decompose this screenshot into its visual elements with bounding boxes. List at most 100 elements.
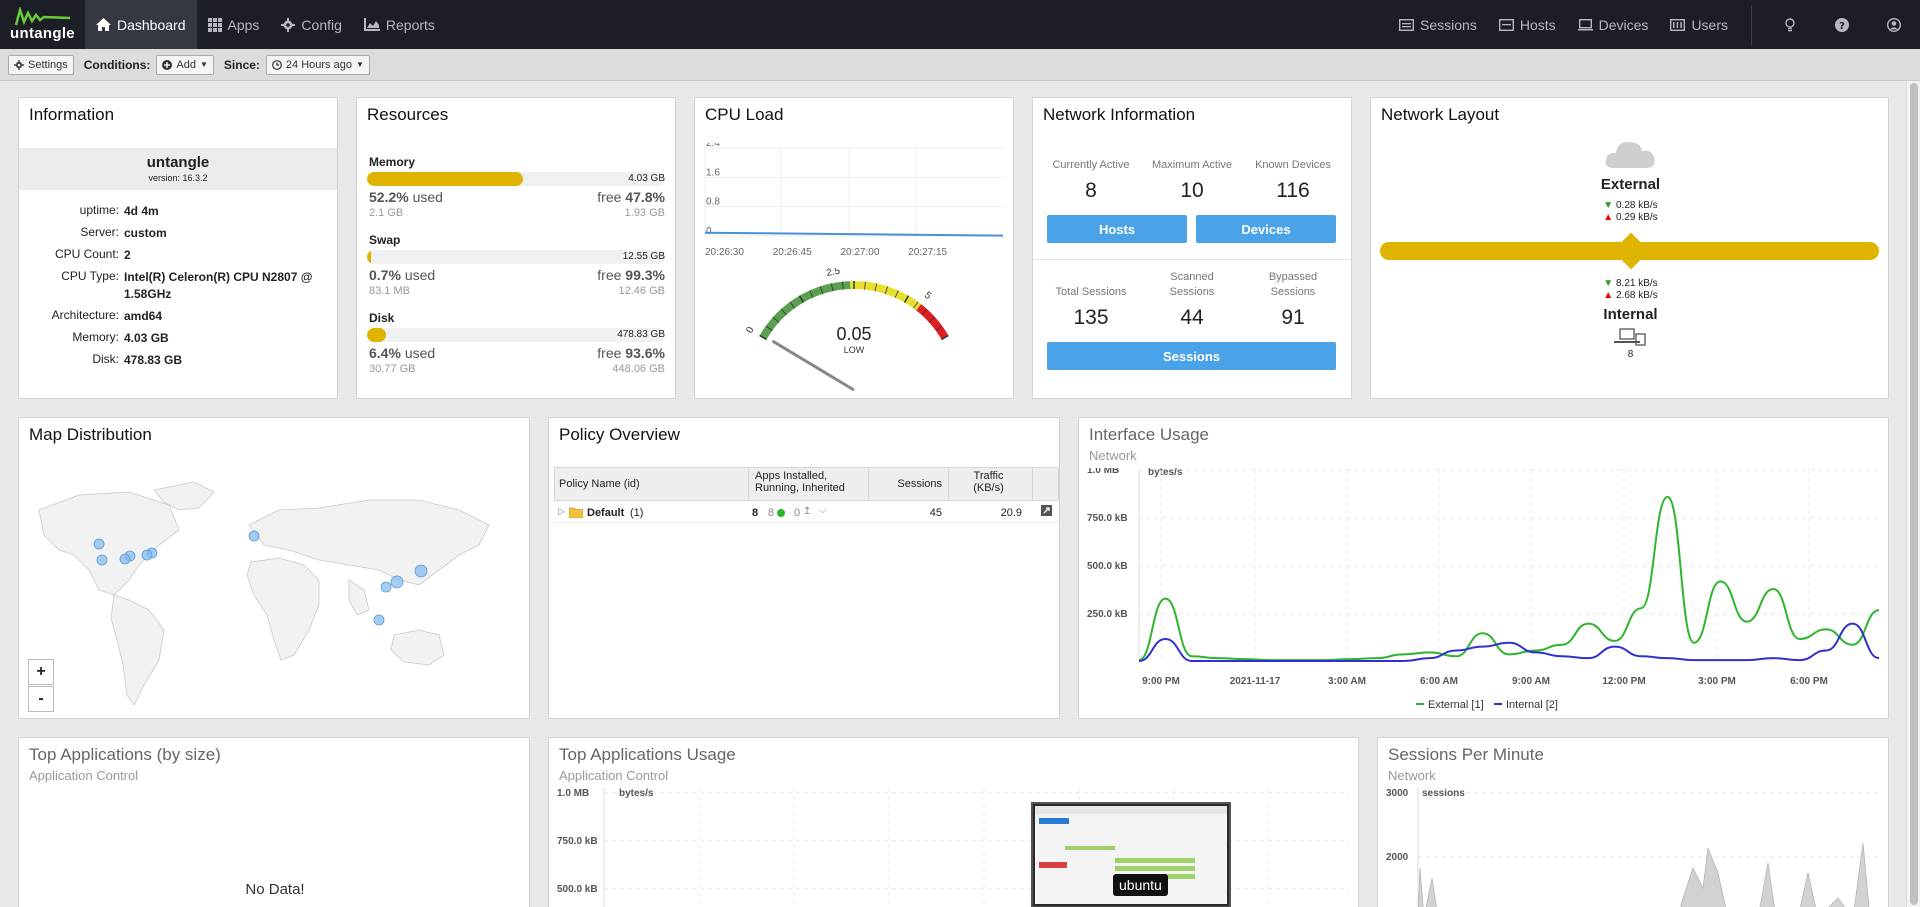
widget-title: Sessions Per Minute bbox=[1388, 745, 1544, 764]
policy-row[interactable]: ▷ Default (1) 8 8 0 ↥ ⌵ 45 20.9 bbox=[554, 503, 1059, 523]
widget-title: Network Layout bbox=[1381, 105, 1500, 124]
widget-title: Top Applications (by size) bbox=[29, 745, 221, 764]
devices-icon bbox=[1577, 18, 1593, 30]
settings-button[interactable]: Settings bbox=[8, 54, 74, 75]
x-tick-label: 20:26:45 bbox=[773, 247, 812, 258]
info-key: Architecture: bbox=[51, 308, 119, 322]
up-arrow-icon: ▲ bbox=[1603, 290, 1614, 301]
down-arrow-icon: ▼ bbox=[1603, 200, 1614, 211]
free-line: free 93.6% bbox=[597, 345, 665, 361]
external-link-icon[interactable] bbox=[1041, 505, 1052, 516]
top-navbar: untangle Dashboard Apps Config Reports S… bbox=[0, 0, 1920, 49]
scrollbar-thumb[interactable] bbox=[1910, 83, 1918, 905]
col-policy-name[interactable]: Policy Name (id) bbox=[555, 468, 749, 500]
users-icon bbox=[1670, 18, 1686, 31]
cpu-load-widget: CPU Load 2.4 1.6 0.8 0 20:26:30 20:26:45 20:27… bbox=[694, 97, 1014, 399]
stat-label: Bypassed Sessions bbox=[1268, 271, 1318, 298]
nav-sessions[interactable]: Sessions bbox=[1388, 0, 1488, 49]
stat-value: 8 bbox=[1085, 179, 1097, 202]
gauge-tick-label: 0 bbox=[744, 325, 757, 336]
untangle-logo[interactable]: untangle bbox=[0, 0, 85, 49]
resource-bar bbox=[367, 250, 665, 264]
internal-rates: ▼ 8.21 kB/s ▲ 2.68 kB/s bbox=[1371, 278, 1890, 302]
used-pct: 52.2% bbox=[369, 189, 409, 205]
y-unit-label: sessions bbox=[1422, 788, 1465, 799]
widget-title: Map Distribution bbox=[29, 425, 152, 444]
inherit-icon: ↥ bbox=[803, 506, 812, 517]
gauge-tick bbox=[809, 290, 814, 298]
page-scrollbar[interactable] bbox=[1906, 81, 1920, 907]
zoom-in-button[interactable]: + bbox=[28, 659, 54, 685]
no-data-text: No Data! bbox=[245, 881, 305, 898]
gauge-tick bbox=[780, 308, 787, 316]
ext-down-rate: 0.28 kB/s bbox=[1615, 200, 1658, 211]
resources-widget: Resources Memory 4.03 GB 52.2% used free… bbox=[356, 97, 676, 399]
caret-down-icon: ▼ bbox=[355, 60, 364, 69]
cloud-icon bbox=[1605, 142, 1655, 168]
free-amount: 12.46 GB bbox=[618, 285, 665, 297]
expand-toggle-icon[interactable]: ▷ bbox=[558, 506, 565, 516]
series-external-line bbox=[1138, 495, 1880, 662]
x-tick-label: 3:00 PM bbox=[1698, 676, 1736, 687]
since-dropdown[interactable]: 24 Hours ago ▼ bbox=[265, 54, 370, 75]
info-value: 4d 4m bbox=[124, 204, 159, 218]
col-apps[interactable]: Apps Installed, Running, Inherited bbox=[749, 468, 869, 500]
y-tick-label: 750.0 kB bbox=[1087, 513, 1128, 524]
stat-maximum-active: Maximum Active 10 bbox=[1142, 158, 1242, 203]
gauge-tick bbox=[874, 283, 878, 292]
free-label: free bbox=[597, 345, 622, 361]
widget-subtitle: Network bbox=[1388, 768, 1436, 783]
x-tick-label: 9:00 PM bbox=[1142, 676, 1180, 687]
account-button[interactable] bbox=[1868, 0, 1920, 49]
area-chart-icon bbox=[363, 18, 380, 31]
hosts-button[interactable]: Hosts bbox=[1047, 215, 1187, 243]
nav-users[interactable]: Users bbox=[1659, 0, 1739, 49]
add-condition-button[interactable]: Add ▼ bbox=[156, 54, 214, 75]
top-applications-widget: Top Applications (by size) Application C… bbox=[18, 737, 530, 907]
conditions-label: Conditions: bbox=[83, 57, 151, 72]
used-label: used bbox=[412, 189, 443, 205]
int-down-rate: 8.21 kB/s bbox=[1615, 278, 1658, 289]
x-tick-label: 9:00 AM bbox=[1512, 676, 1550, 687]
widget-subtitle: Application Control bbox=[559, 768, 669, 783]
free-pct: 93.6% bbox=[625, 345, 665, 361]
info-value: custom bbox=[124, 226, 167, 240]
nav-reports[interactable]: Reports bbox=[353, 0, 446, 49]
used-amount: 83.1 MB bbox=[369, 285, 410, 297]
free-pct: 99.3% bbox=[625, 267, 665, 283]
x-tick-label: 20:27:15 bbox=[908, 247, 947, 258]
gauge-level: LOW bbox=[844, 345, 865, 355]
information-widget: Information untangle version: 16.3.2 upt… bbox=[18, 97, 338, 399]
chevron-down-icon[interactable]: ⌵ bbox=[819, 505, 827, 516]
gauge-tick bbox=[913, 301, 919, 309]
col-sessions[interactable]: Sessions bbox=[869, 468, 949, 500]
caret-down-icon: ▼ bbox=[199, 60, 208, 69]
info-key: Server: bbox=[80, 225, 119, 239]
widget-title: Interface Usage bbox=[1089, 425, 1210, 444]
x-tick-label: 20:26:30 bbox=[705, 247, 744, 258]
internal-label[interactable]: Internal bbox=[1603, 306, 1658, 323]
settings-button-label: Settings bbox=[28, 58, 68, 71]
nav-hosts[interactable]: Hosts bbox=[1488, 0, 1567, 49]
gauge-tick bbox=[819, 286, 824, 295]
info-value: 478.83 GB bbox=[124, 353, 183, 367]
devices-button[interactable]: Devices bbox=[1196, 215, 1336, 243]
stat-label: Maximum Active bbox=[1151, 159, 1233, 171]
y-unit-label: bytes/s bbox=[1148, 468, 1183, 478]
lightbulb-icon bbox=[1785, 17, 1795, 31]
y-tick-label: 250.0 kB bbox=[1087, 609, 1128, 620]
zoom-out-button[interactable]: - bbox=[28, 686, 54, 712]
sessions-button[interactable]: Sessions bbox=[1047, 342, 1336, 370]
map-markers bbox=[93, 530, 428, 626]
help-button[interactable]: ? bbox=[1816, 0, 1868, 49]
col-traffic[interactable]: Traffic (KB/s) bbox=[949, 468, 1033, 500]
nav-dashboard[interactable]: Dashboard bbox=[85, 0, 197, 49]
nav-apps[interactable]: Apps bbox=[197, 0, 271, 49]
gauge-tick bbox=[928, 316, 936, 323]
world-map[interactable] bbox=[19, 470, 529, 710]
nav-config[interactable]: Config bbox=[270, 0, 352, 49]
nav-devices[interactable]: Devices bbox=[1567, 0, 1660, 49]
add-condition-label: Add bbox=[176, 58, 196, 71]
lightbulb-button[interactable] bbox=[1764, 0, 1816, 49]
window-thumbnail[interactable]: ubuntu bbox=[1031, 802, 1231, 907]
